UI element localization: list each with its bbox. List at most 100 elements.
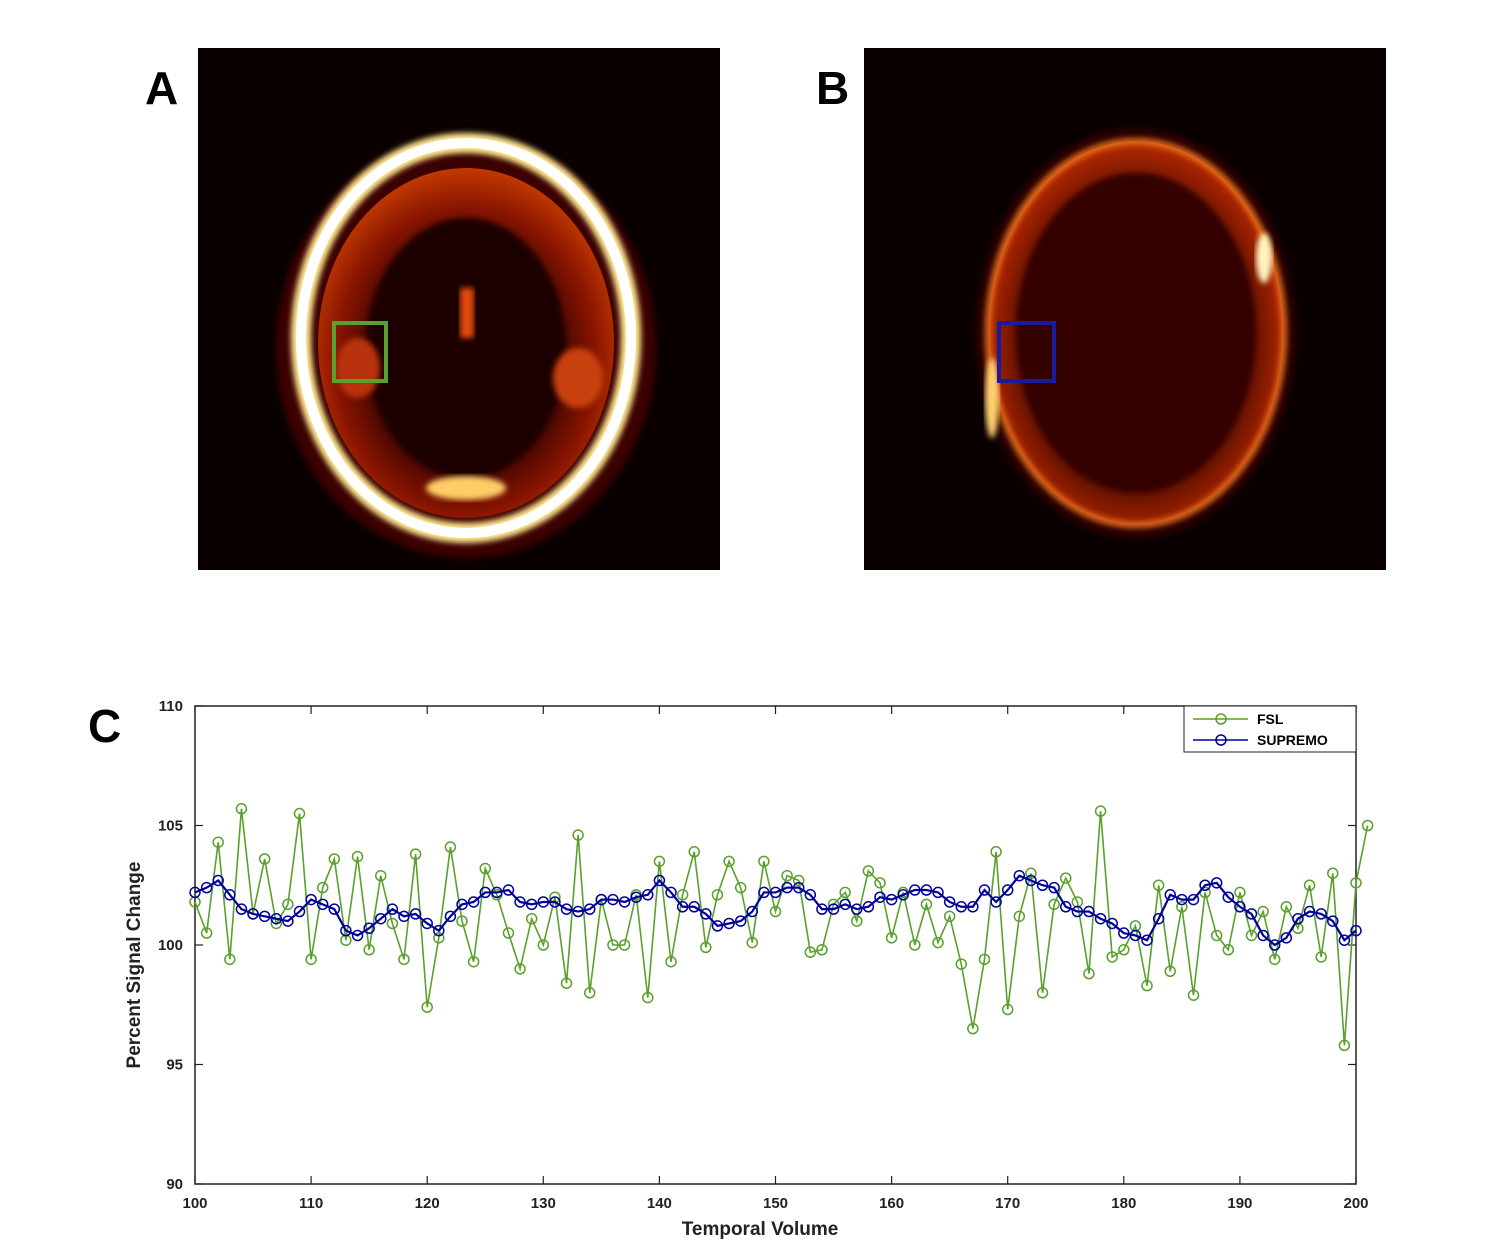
data-point-supremo bbox=[734, 915, 747, 927]
data-point-supremo bbox=[607, 893, 619, 906]
y-axis: 90 95 100 105 110 bbox=[158, 698, 1356, 1193]
data-point-supremo bbox=[955, 901, 968, 913]
data-point-supremo bbox=[1094, 912, 1107, 925]
data-point-fsl bbox=[409, 848, 422, 860]
data-point-supremo bbox=[456, 898, 468, 911]
y-axis-title: Percent Signal Change bbox=[124, 862, 145, 1069]
data-point-supremo bbox=[1350, 924, 1362, 937]
data-point-fsl bbox=[1094, 805, 1107, 817]
data-point-fsl bbox=[990, 846, 1002, 858]
data-point-fsl bbox=[316, 881, 329, 894]
data-point-fsl bbox=[375, 869, 387, 882]
data-point-supremo bbox=[1083, 905, 1095, 918]
data-point-fsl bbox=[1245, 929, 1258, 942]
x-tick-label: 110 bbox=[299, 1195, 323, 1212]
series-line-fsl bbox=[194, 808, 1369, 1046]
data-point-supremo bbox=[851, 903, 863, 915]
data-point-fsl bbox=[398, 953, 410, 966]
data-point-supremo bbox=[386, 903, 399, 915]
x-tick-label: 140 bbox=[647, 1195, 672, 1212]
data-point-supremo bbox=[700, 908, 712, 920]
data-point-supremo bbox=[839, 898, 851, 911]
data-point-supremo bbox=[1048, 881, 1060, 894]
data-point-fsl bbox=[676, 889, 689, 901]
panel-b-label: B bbox=[816, 62, 850, 114]
data-point-supremo bbox=[363, 922, 375, 935]
y-tick-label: 105 bbox=[158, 818, 183, 835]
data-point-supremo bbox=[305, 893, 317, 906]
data-point-fsl bbox=[1338, 1039, 1351, 1052]
data-point-supremo bbox=[1164, 889, 1176, 901]
data-point-fsl bbox=[711, 889, 724, 901]
mri-image-b bbox=[864, 48, 1386, 570]
data-point-supremo bbox=[270, 912, 283, 925]
data-point-supremo bbox=[200, 881, 213, 894]
data-point-supremo bbox=[258, 910, 271, 923]
x-tick-label: 120 bbox=[415, 1195, 440, 1212]
data-point-supremo bbox=[502, 884, 515, 896]
data-point-supremo bbox=[189, 886, 201, 899]
legend-box bbox=[1183, 705, 1357, 753]
data-point-fsl bbox=[293, 807, 306, 820]
data-point-fsl bbox=[433, 932, 445, 944]
data-point-supremo bbox=[885, 893, 898, 906]
x-axis: 100 110 120 130 140 150 160 170 180 190 200 bbox=[182, 706, 1369, 1212]
legend-label-supremo: SUPREMO bbox=[1257, 732, 1328, 748]
data-point-supremo bbox=[1106, 917, 1118, 930]
data-point-fsl bbox=[1187, 989, 1200, 1001]
data-point-supremo bbox=[1210, 877, 1223, 889]
data-point-fsl bbox=[386, 917, 399, 930]
data-point-supremo bbox=[1280, 932, 1293, 944]
data-point-supremo bbox=[943, 896, 956, 908]
data-point-fsl bbox=[514, 963, 526, 975]
data-point-fsl bbox=[781, 869, 793, 882]
data-point-fsl bbox=[583, 987, 596, 999]
data-point-supremo bbox=[1292, 912, 1304, 925]
data-point-supremo bbox=[1036, 879, 1049, 891]
data-point-supremo bbox=[1118, 927, 1130, 939]
y-tick-label: 95 bbox=[166, 1057, 183, 1074]
panel-c-label: C bbox=[88, 700, 122, 752]
data-point-supremo bbox=[1268, 939, 1281, 951]
data-point-supremo bbox=[781, 881, 793, 894]
data-point-fsl bbox=[456, 915, 468, 927]
data-point-fsl bbox=[328, 853, 341, 865]
data-point-supremo bbox=[560, 903, 573, 915]
data-point-supremo bbox=[1176, 893, 1188, 906]
data-point-fsl bbox=[305, 953, 317, 966]
data-point-supremo bbox=[827, 903, 840, 915]
data-point-supremo bbox=[328, 903, 341, 915]
data-point-supremo bbox=[653, 874, 666, 887]
data-point-supremo bbox=[978, 884, 991, 896]
data-point-supremo bbox=[897, 889, 909, 901]
data-point-supremo bbox=[351, 929, 364, 942]
data-point-supremo bbox=[630, 891, 642, 903]
data-point-fsl bbox=[537, 939, 550, 951]
data-point-fsl bbox=[1141, 979, 1153, 992]
data-point-supremo bbox=[293, 905, 306, 918]
data-point-supremo bbox=[549, 896, 561, 908]
legend-marker-fsl bbox=[1215, 713, 1227, 725]
data-point-fsl bbox=[560, 977, 573, 989]
data-point-fsl bbox=[1013, 910, 1026, 923]
data-point-supremo bbox=[711, 920, 724, 932]
legend: FSL SUPREMO bbox=[1183, 705, 1357, 753]
data-point-fsl bbox=[862, 865, 875, 877]
data-point-supremo bbox=[1257, 929, 1269, 942]
data-point-fsl bbox=[885, 932, 898, 944]
data-point-fsl bbox=[200, 927, 213, 939]
data-point-supremo bbox=[235, 903, 248, 915]
data-point-fsl bbox=[746, 936, 759, 949]
data-point-supremo bbox=[282, 915, 294, 927]
data-point-supremo bbox=[525, 898, 538, 911]
data-point-fsl bbox=[642, 991, 654, 1004]
data-point-fsl bbox=[943, 910, 956, 923]
y-tick-label: 110 bbox=[159, 698, 183, 715]
data-point-fsl bbox=[851, 915, 863, 927]
x-tick-label: 130 bbox=[531, 1195, 556, 1212]
data-point-supremo bbox=[1141, 934, 1153, 946]
x-tick-label: 180 bbox=[1111, 1195, 1136, 1212]
data-point-fsl bbox=[955, 958, 968, 970]
data-point-fsl bbox=[467, 955, 480, 968]
data-point-supremo bbox=[514, 896, 526, 908]
